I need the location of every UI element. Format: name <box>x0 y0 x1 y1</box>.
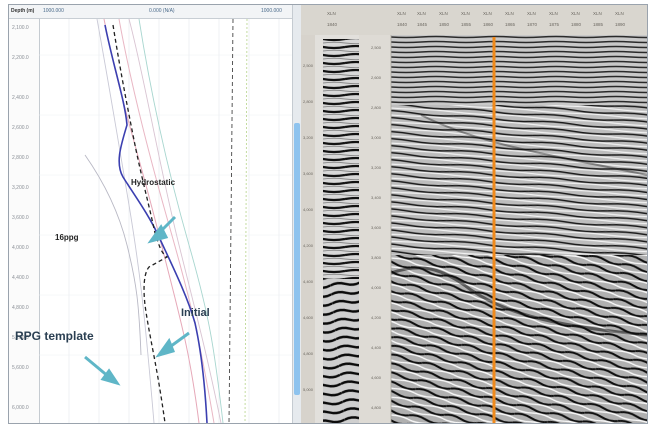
time-tick: 3,400 <box>371 195 382 200</box>
time-tick: 2,800 <box>371 105 382 110</box>
xline-number: 1865 <box>505 22 516 27</box>
depth-axis: 2,100.0 2,200.0 2,400.0 2,600.0 2,800.0 … <box>9 19 40 423</box>
depth-tick: 2,400.0 <box>12 95 29 101</box>
hydrostatic-label: Hydrostatic <box>131 178 176 187</box>
xline-header: XLN <box>549 11 558 16</box>
strip-header-top: XLN <box>327 11 336 16</box>
xline-number: 1870 <box>527 22 538 27</box>
xline-header: XLN <box>505 11 514 16</box>
seismic-section <box>301 5 647 423</box>
seismic-header: XLN 1840 XLN XLN XLN XLN XLN XLN XLN XLN… <box>301 5 647 35</box>
depth-tick: 6,000.0 <box>12 405 29 411</box>
time-tick: 3,200 <box>371 165 382 170</box>
curve-label-1: 1000.000 <box>43 8 64 14</box>
pressure-log-panel[interactable]: Depth (m) 1000.000 0.000 (N/A) 1000.000 … <box>9 5 292 423</box>
time-tick: 5,000 <box>303 387 314 392</box>
initial-label: Initial <box>181 307 210 319</box>
depth-tick: 5,200.0 <box>12 335 29 341</box>
depth-tick: 3,200.0 <box>12 185 29 191</box>
scroll-thumb[interactable] <box>294 123 300 395</box>
time-tick: 4,600 <box>303 315 314 320</box>
xline-header: XLN <box>417 11 426 16</box>
time-tick: 2,500 <box>371 45 382 50</box>
pressure-curve-pink-2 <box>118 18 215 423</box>
reference-green-line <box>244 18 248 423</box>
pressure-curves-plot <box>39 18 292 423</box>
rpg-template-curve <box>112 24 169 423</box>
time-tick: 4,000 <box>371 285 382 290</box>
seismic-deep <box>391 255 647 423</box>
xline-number: 1855 <box>461 22 472 27</box>
xline-header: XLN <box>527 11 536 16</box>
app-window: Depth (m) 1000.000 0.000 (N/A) 1000.000 … <box>8 4 648 424</box>
depth-tick: 4,400.0 <box>12 275 29 281</box>
initial-pressure-curve <box>104 24 208 423</box>
time-tick: 3,000 <box>371 135 382 140</box>
time-tick: 4,200 <box>303 243 314 248</box>
xline-number: 1880 <box>571 22 582 27</box>
time-tick: 2,600 <box>371 75 382 80</box>
seismic-strip-lower <box>323 279 359 423</box>
xline-number: 1875 <box>549 22 560 27</box>
seismic-panel[interactable]: XLN 1840 XLN XLN XLN XLN XLN XLN XLN XLN… <box>301 5 647 423</box>
xline-header: XLN <box>439 11 448 16</box>
depth-tick: 2,100.0 <box>12 25 29 31</box>
xline-number: 1860 <box>483 22 494 27</box>
time-tick: 4,800 <box>303 351 314 356</box>
log-gridlines <box>68 19 280 423</box>
depth-tick: 2,800.0 <box>12 155 29 161</box>
time-tick: 2,800 <box>303 99 314 104</box>
pressure-curve-pink-3 <box>128 18 222 423</box>
log-header: Depth (m) 1000.000 0.000 (N/A) 1000.000 <box>9 5 292 19</box>
ppg16-label: 16ppg <box>55 233 79 242</box>
time-tick: 3,600 <box>371 225 382 230</box>
xline-header: XLN <box>571 11 580 16</box>
time-tick: 4,400 <box>303 279 314 284</box>
depth-tick: 2,200.0 <box>12 55 29 61</box>
curve-label-3: 1000.000 <box>261 8 282 14</box>
xline-number: 1885 <box>593 22 604 27</box>
pressure-curve-gray-1 <box>96 18 155 423</box>
pressure-curve-teal <box>138 18 224 423</box>
xline-header: XLN <box>461 11 470 16</box>
xline-header: XLN <box>615 11 624 16</box>
time-tick: 4,000 <box>303 207 314 212</box>
time-tick: 3,800 <box>371 255 382 260</box>
seismic-middle <box>391 105 647 255</box>
annotation-arrows <box>84 215 190 386</box>
xline-header: XLN <box>593 11 602 16</box>
strip-time-axis: 2,500 2,800 3,200 3,600 4,000 4,200 4,40… <box>303 35 319 423</box>
strip-header-bottom: 1840 <box>327 22 338 27</box>
rpg-template-label: RPG template <box>15 329 94 343</box>
depth-tick: 5,600.0 <box>12 365 29 371</box>
depth-column-title: Depth (m) <box>11 8 35 14</box>
pressure-curve-gray-2 <box>84 154 142 356</box>
reference-dashed-line <box>228 18 234 423</box>
xline-header: XLN <box>397 11 406 16</box>
main-time-axis: 2,500 2,600 2,800 3,000 3,200 3,400 3,60… <box>371 35 389 423</box>
xline-number: 1845 <box>417 22 428 27</box>
xline-header: XLN <box>483 11 492 16</box>
time-tick: 4,600 <box>371 375 382 380</box>
seismic-strip-upper <box>323 39 359 279</box>
time-tick: 4,200 <box>371 315 382 320</box>
depth-tick: 4,000.0 <box>12 245 29 251</box>
depth-tick: 3,600.0 <box>12 215 29 221</box>
time-tick: 3,600 <box>303 171 314 176</box>
time-tick: 4,400 <box>371 345 382 350</box>
xline-number: 1850 <box>439 22 450 27</box>
time-tick: 2,500 <box>303 63 314 68</box>
seismic-shallow <box>391 35 647 105</box>
curve-label-2: 0.000 (N/A) <box>149 8 175 14</box>
depth-tick: 2,600.0 <box>12 125 29 131</box>
time-tick: 4,800 <box>371 405 382 410</box>
depth-tick: 4,800.0 <box>12 305 29 311</box>
xline-number: 1890 <box>615 22 626 27</box>
xline-number: 1840 <box>397 22 408 27</box>
time-tick: 3,200 <box>303 135 314 140</box>
